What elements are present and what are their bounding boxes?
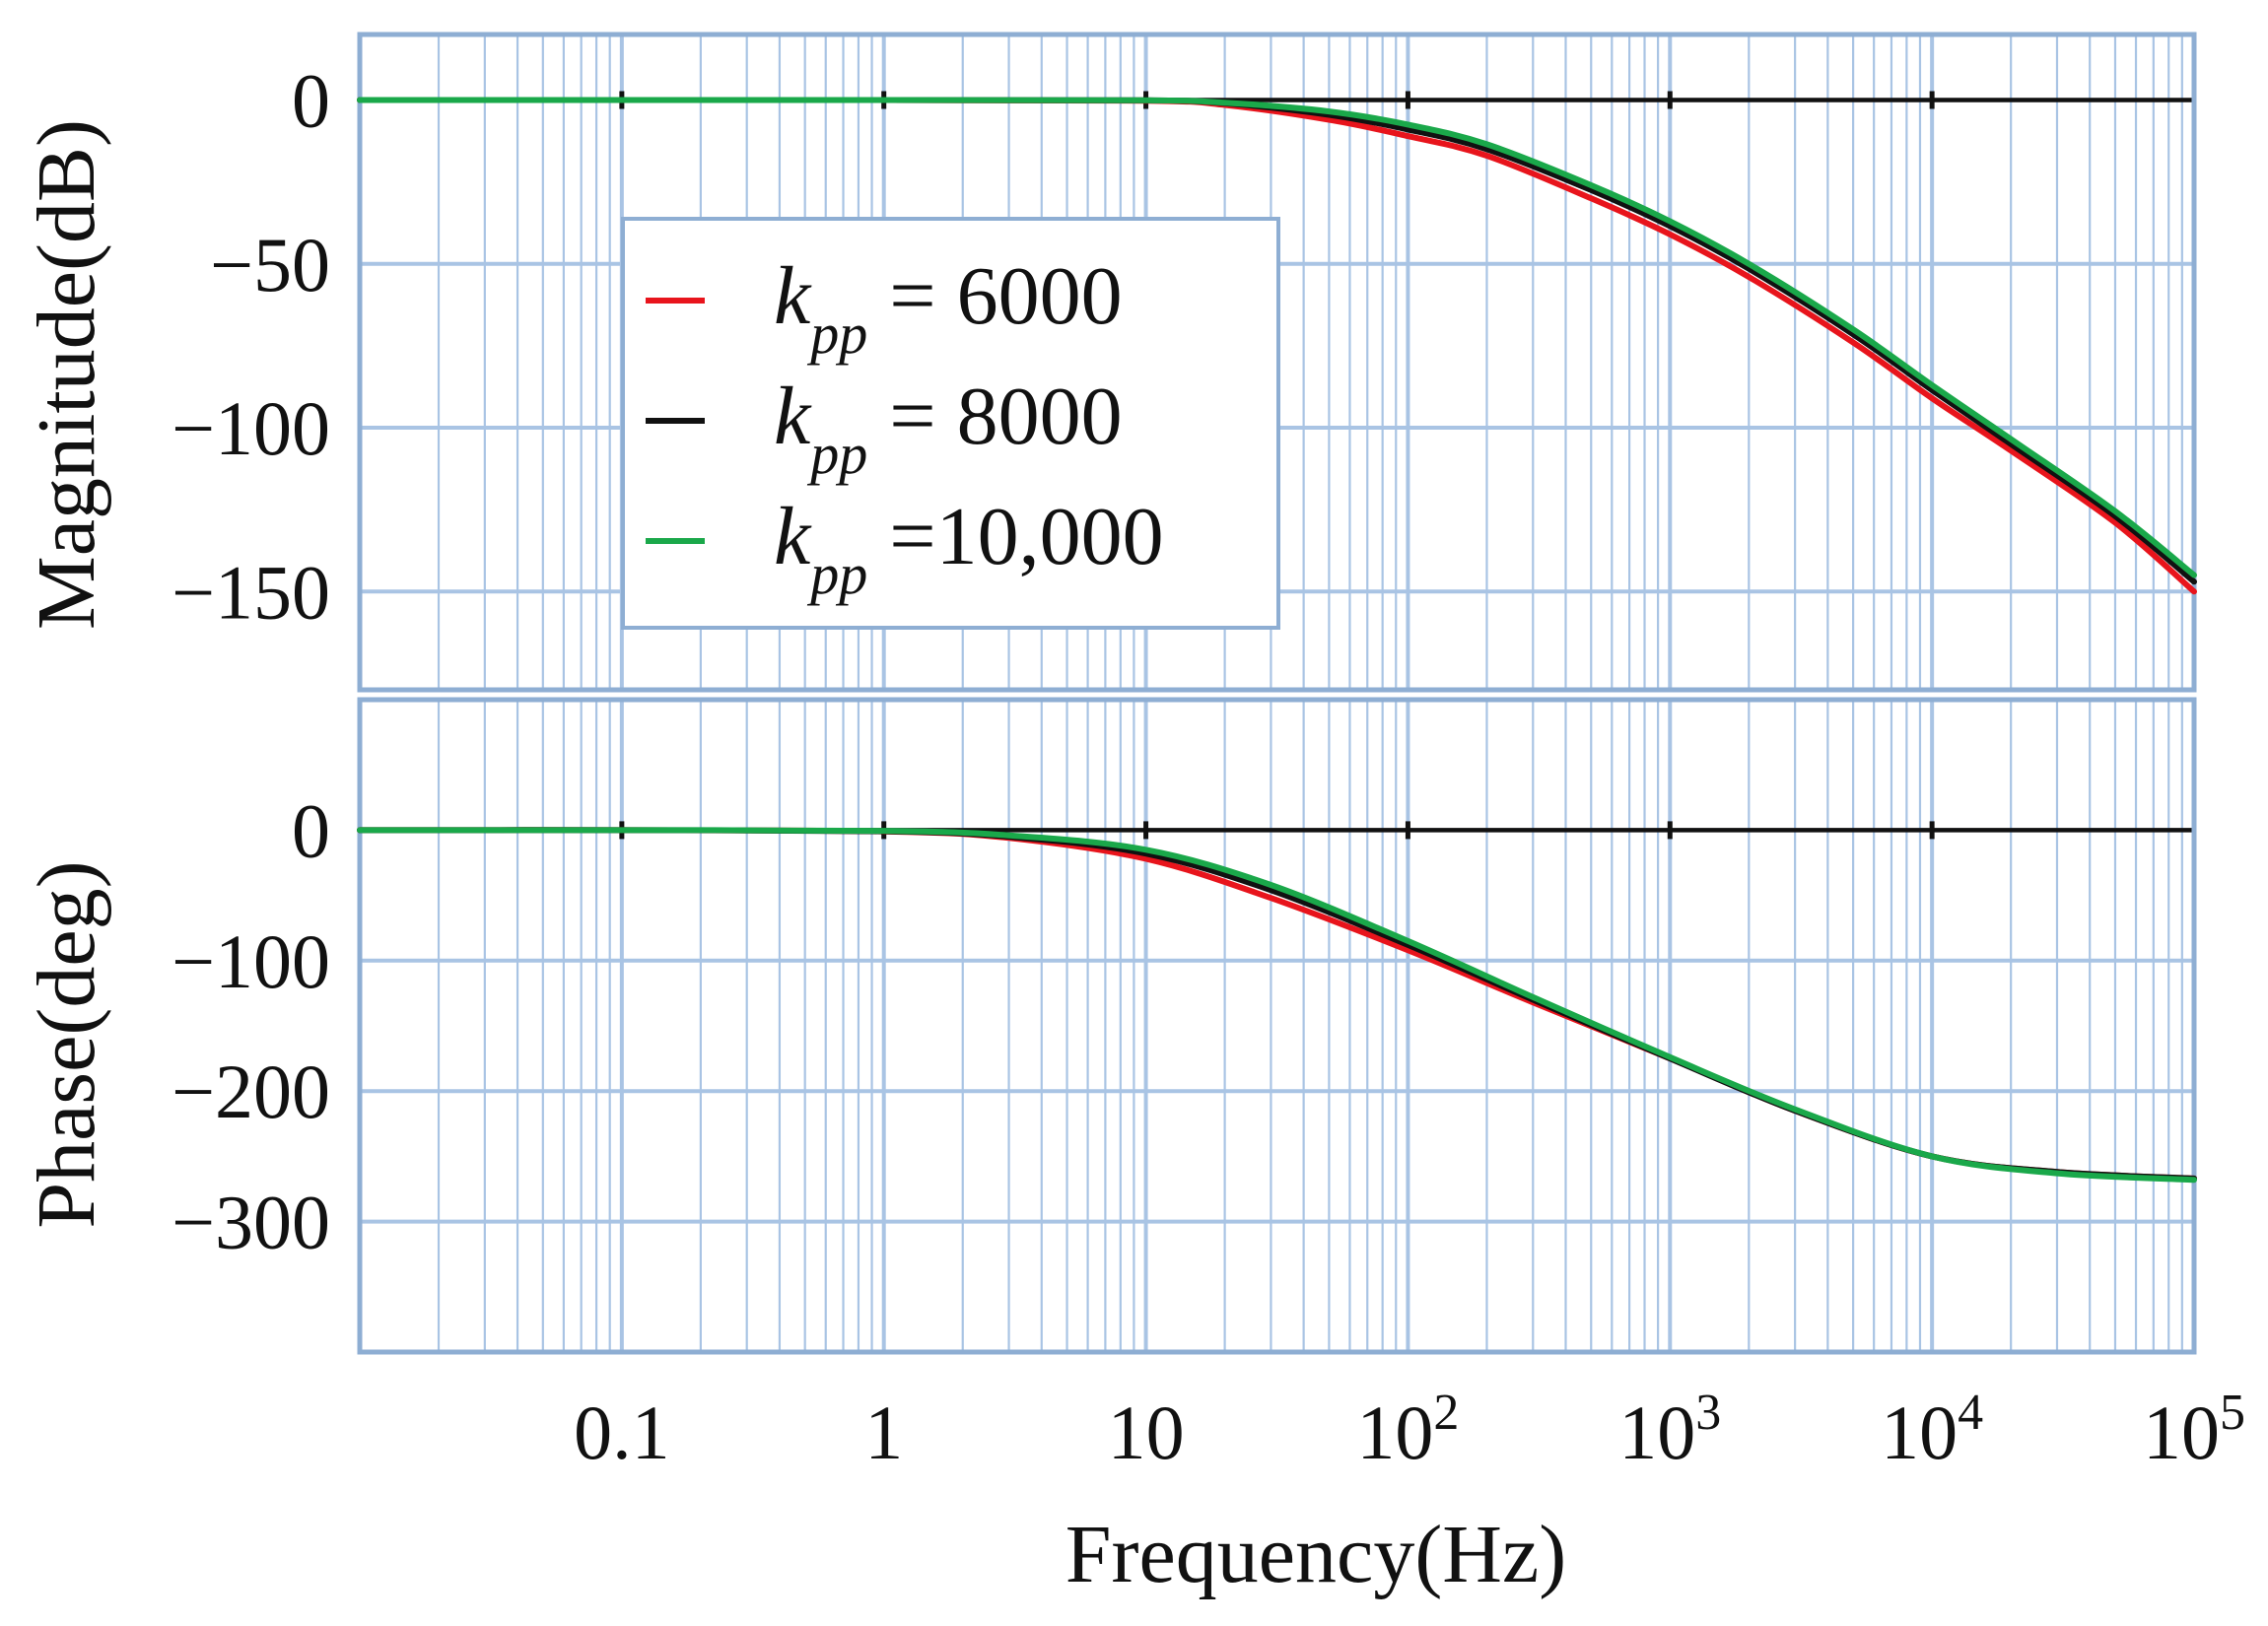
phase-frame [357,697,2197,1355]
x-tick-label: 102 [1356,1385,1459,1475]
magnitude-y-tick-label: 0 [292,58,330,144]
magnitude-axis-title: Magnitude(dB) [21,119,112,630]
legend-box [621,217,1280,630]
magnitude-y-tick-label: −150 [172,549,330,635]
phase-y-tick-label: −300 [172,1180,330,1265]
magnitude-y-tick-label: −50 [210,222,330,307]
x-tick-label: 103 [1618,1385,1721,1475]
x-axis: 0.1 1 10 102 103 104 105 [574,1385,2245,1475]
magnitude-series-3 [357,97,2197,578]
phase-series-1 [357,827,2197,1182]
phase-axis-title: Phase(deg) [21,860,112,1228]
x-tick-label: 105 [2143,1385,2245,1475]
legend-label-1: kpp = 6000 [774,250,1123,366]
legend-label-2: kpp = 8000 [774,371,1123,486]
magnitude-y-tick-label: −100 [172,385,330,471]
phase-series-3 [357,827,2197,1184]
legend-label-3: kpp =10,000 [774,491,1164,606]
x-tick-label: 1 [864,1389,903,1475]
phase-y-tick-label: 0 [292,787,330,873]
phase-y-tick-label: −100 [172,918,330,1004]
magnitude-frame [357,32,2197,693]
x-tick-label: 0.1 [574,1389,670,1475]
phase-panel: 0 −100 −200 −300 [172,697,2197,1355]
x-tick-label: 104 [1881,1385,1983,1475]
x-tick-label: 10 [1108,1389,1185,1475]
phase-series-2 [357,827,2197,1182]
x-axis-title: Frequency(Hz) [1065,1509,1566,1600]
phase-y-tick-label: −200 [172,1049,330,1134]
